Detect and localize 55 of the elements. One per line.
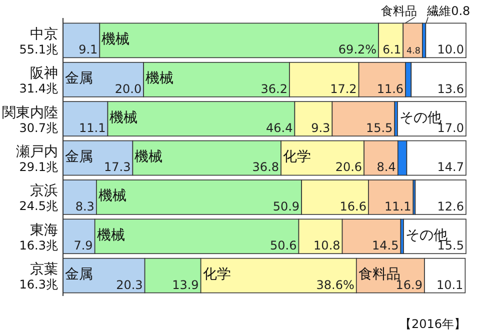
data-label: 36.8 bbox=[252, 160, 280, 174]
data-label: 17.2 bbox=[330, 82, 357, 96]
data-label: 14.5 bbox=[372, 238, 399, 253]
data-label: 11.1 bbox=[79, 121, 106, 136]
data-label: 6.1 bbox=[382, 42, 402, 57]
y-tick-label: 京浜 24.5兆 bbox=[19, 183, 58, 214]
data-label: 20.0 bbox=[114, 82, 142, 96]
bar bbox=[397, 101, 466, 136]
annotation: 機械 bbox=[146, 70, 174, 87]
annotation: 化学 bbox=[202, 266, 231, 283]
annotation: 化学 bbox=[283, 149, 312, 165]
data-label: 14.7 bbox=[437, 160, 464, 174]
annotation: 機械 bbox=[96, 227, 125, 244]
annotation: 金属 bbox=[65, 266, 93, 283]
data-label: 50.9 bbox=[272, 199, 300, 214]
data-label: 7.9 bbox=[74, 238, 93, 253]
data-label: 50.6 bbox=[270, 238, 297, 253]
data-label: 4.8 bbox=[406, 46, 420, 57]
data-label: 8.3 bbox=[75, 199, 94, 214]
annotation: 金属 bbox=[65, 70, 93, 87]
data-label: 16.6 bbox=[340, 199, 366, 214]
data-label: 11.6 bbox=[376, 82, 404, 96]
data-label: 12.6 bbox=[437, 199, 464, 214]
annotation: 金属 bbox=[65, 149, 93, 165]
data-label: 11.1 bbox=[384, 199, 412, 214]
y-tick-label: 阪神 31.4兆 bbox=[19, 66, 58, 96]
data-label: 10.0 bbox=[437, 42, 464, 57]
text: 【2016年】 bbox=[399, 317, 466, 331]
data-label: 13.6 bbox=[437, 82, 464, 96]
bar bbox=[414, 180, 466, 215]
data-label: 38.6% bbox=[316, 278, 354, 292]
annotation: 食料品 bbox=[380, 4, 417, 18]
annotation: 機械 bbox=[110, 110, 138, 126]
data-label: 46.4 bbox=[266, 121, 293, 136]
data-label: 10.8 bbox=[314, 238, 340, 253]
data-label: 36.2 bbox=[260, 82, 288, 96]
data-label: 13.9 bbox=[172, 278, 199, 292]
data-label: 10.1 bbox=[436, 278, 464, 292]
annotation: 機械 bbox=[98, 188, 126, 204]
y-tick-label: 中京 55.1兆 bbox=[19, 26, 58, 56]
data-label: 8.4 bbox=[376, 160, 396, 174]
annotation: 繊維0.8 bbox=[426, 4, 470, 18]
data-label: 17.3 bbox=[104, 160, 131, 174]
data-label: 20.3 bbox=[116, 278, 143, 292]
y-tick-label: 京葉 16.3兆 bbox=[19, 262, 58, 292]
y-tick-label: 瀬戸内 29.1兆 bbox=[16, 144, 58, 174]
annotation: 機械 bbox=[102, 31, 130, 48]
data-label: 69.2% bbox=[338, 42, 377, 57]
data-label: 9.1 bbox=[78, 42, 98, 57]
data-label: 20.6 bbox=[335, 160, 362, 174]
annotation: 機械 bbox=[134, 149, 163, 165]
data-label: 15.5 bbox=[366, 121, 393, 136]
data-label: 9.3 bbox=[311, 121, 330, 136]
y-tick-label: 関東内陸 30.7兆 bbox=[2, 104, 58, 135]
y-tick-label: 東海 16.3兆 bbox=[19, 222, 58, 252]
